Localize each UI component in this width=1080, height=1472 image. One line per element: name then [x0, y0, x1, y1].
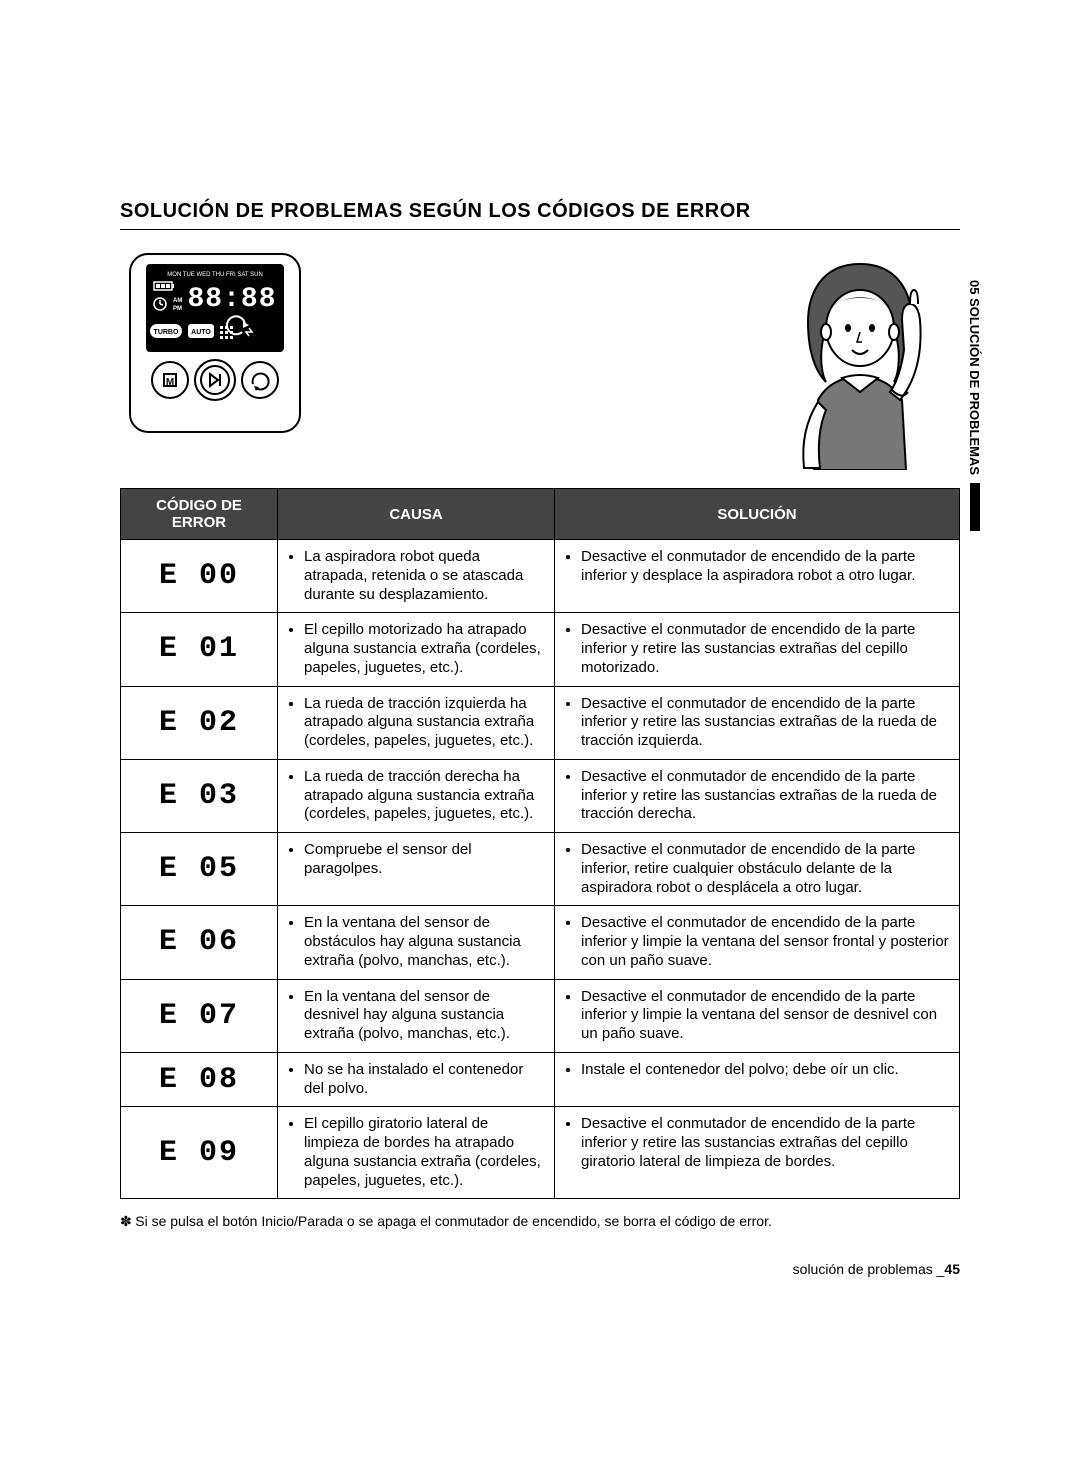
solution-text: Desactive el conmutador de encendido de …	[581, 841, 951, 897]
error-code-cell: E 07	[121, 979, 278, 1052]
error-code-cell: E 03	[121, 759, 278, 832]
svg-text:AUTO: AUTO	[191, 329, 211, 336]
error-code-cell: E 02	[121, 686, 278, 759]
svg-text:M: M	[166, 377, 174, 388]
footnote-symbol: ✽	[120, 1215, 135, 1230]
cause-text: En la ventana del sensor de desnivel hay…	[304, 988, 546, 1044]
svg-text:88:88: 88:88	[187, 284, 276, 315]
error-code-display: E 05	[159, 852, 239, 886]
solution-cell: Desactive el conmutador de encendido de …	[555, 979, 960, 1052]
solution-cell: Desactive el conmutador de encendido de …	[555, 686, 960, 759]
table-row: E 09 El cepillo giratorio lateral de limp…	[121, 1107, 960, 1199]
table-row: E 00 La aspiradora robot queda atrapada, …	[121, 540, 960, 613]
svg-text:TURBO: TURBO	[154, 329, 179, 336]
cause-text: La rueda de tracción izquierda ha atrapa…	[304, 695, 546, 751]
side-tab-label: 05 SOLUCIÓN DE PROBLEMAS	[967, 280, 982, 475]
solution-cell: Desactive el conmutador de encendido de …	[555, 833, 960, 906]
error-code-display: E 08	[159, 1063, 239, 1097]
error-codes-table: CÓDIGO DE ERROR CAUSA SOLUCIÓN E 00 La as…	[120, 488, 960, 1199]
cause-cell: La rueda de tracción izquierda ha atrapa…	[278, 686, 555, 759]
cause-cell: El cepillo giratorio lateral de limpieza…	[278, 1107, 555, 1199]
error-code-display: E 09	[159, 1136, 239, 1170]
solution-cell: Instale el contenedor del polvo; debe oí…	[555, 1052, 960, 1107]
solution-text: Desactive el conmutador de encendido de …	[581, 1115, 951, 1171]
cause-text: En la ventana del sensor de obstáculos h…	[304, 914, 546, 970]
device-display-illustration: MON TUE WED THU FRI SAT SUN AM PM 88:88 …	[120, 250, 310, 440]
table-row: E 05 Compruebe el sensor del paragolpes. D…	[121, 833, 960, 906]
table-row: E 08 No se ha instalado el contenedor del…	[121, 1052, 960, 1107]
th-code: CÓDIGO DE ERROR	[121, 489, 278, 540]
error-code-cell: E 08	[121, 1052, 278, 1107]
error-code-display: E 02	[159, 706, 239, 740]
table-row: E 07 En la ventana del sensor de desnivel…	[121, 979, 960, 1052]
side-tab-bar	[970, 483, 980, 531]
error-code-cell: E 05	[121, 833, 278, 906]
cause-cell: La aspiradora robot queda atrapada, rete…	[278, 540, 555, 613]
error-code-cell: E 00	[121, 540, 278, 613]
svg-text:AM: AM	[173, 298, 182, 304]
person-illustration	[760, 250, 960, 470]
solution-text: Desactive el conmutador de encendido de …	[581, 914, 951, 970]
page-footer: solución de problemas _45	[120, 1261, 960, 1277]
error-code-display: E 06	[159, 925, 239, 959]
cause-text: El cepillo giratorio lateral de limpieza…	[304, 1115, 546, 1190]
cause-cell: La rueda de tracción derecha ha atrapado…	[278, 759, 555, 832]
solution-cell: Desactive el conmutador de encendido de …	[555, 759, 960, 832]
footnote-text: Si se pulsa el botón Inicio/Parada o se …	[135, 1213, 772, 1229]
cause-text: La aspiradora robot queda atrapada, rete…	[304, 548, 546, 604]
footer-page-number: 45	[944, 1261, 960, 1277]
table-row: E 03 La rueda de tracción derecha ha atra…	[121, 759, 960, 832]
footer-text: solución de problemas _	[793, 1261, 945, 1277]
solution-text: Desactive el conmutador de encendido de …	[581, 695, 951, 751]
cause-cell: En la ventana del sensor de obstáculos h…	[278, 906, 555, 979]
cause-cell: Compruebe el sensor del paragolpes.	[278, 833, 555, 906]
footnote: ✽ Si se pulsa el botón Inicio/Parada o s…	[120, 1213, 960, 1231]
svg-text:PM: PM	[173, 306, 182, 312]
table-row: E 06 En la ventana del sensor de obstácul…	[121, 906, 960, 979]
error-code-display: E 03	[159, 779, 239, 813]
solution-text: Instale el contenedor del polvo; debe oí…	[581, 1061, 951, 1080]
cause-cell: En la ventana del sensor de desnivel hay…	[278, 979, 555, 1052]
error-code-display: E 07	[159, 999, 239, 1033]
display-days: MON TUE WED THU FRI SAT SUN	[167, 272, 263, 278]
section-side-tab: 05 SOLUCIÓN DE PROBLEMAS	[967, 280, 982, 531]
solution-cell: Desactive el conmutador de encendido de …	[555, 906, 960, 979]
error-code-cell: E 06	[121, 906, 278, 979]
solution-text: Desactive el conmutador de encendido de …	[581, 621, 951, 677]
solution-text: Desactive el conmutador de encendido de …	[581, 988, 951, 1044]
top-illustrations: MON TUE WED THU FRI SAT SUN AM PM 88:88 …	[120, 250, 960, 470]
page-heading: SOLUCIÓN DE PROBLEMAS SEGÚN LOS CÓDIGOS …	[120, 200, 960, 230]
cause-text: El cepillo motorizado ha atrapado alguna…	[304, 621, 546, 677]
cause-text: Compruebe el sensor del paragolpes.	[304, 841, 546, 879]
table-row: E 02 La rueda de tracción izquierda ha at…	[121, 686, 960, 759]
error-code-cell: E 01	[121, 613, 278, 686]
table-row: E 01 El cepillo motorizado ha atrapado al…	[121, 613, 960, 686]
solution-text: Desactive el conmutador de encendido de …	[581, 768, 951, 824]
solution-text: Desactive el conmutador de encendido de …	[581, 548, 951, 586]
solution-cell: Desactive el conmutador de encendido de …	[555, 1107, 960, 1199]
solution-cell: Desactive el conmutador de encendido de …	[555, 540, 960, 613]
cause-cell: No se ha instalado el contenedor del pol…	[278, 1052, 555, 1107]
th-cause: CAUSA	[278, 489, 555, 540]
cause-text: La rueda de tracción derecha ha atrapado…	[304, 768, 546, 824]
cause-cell: El cepillo motorizado ha atrapado alguna…	[278, 613, 555, 686]
th-solution: SOLUCIÓN	[555, 489, 960, 540]
solution-cell: Desactive el conmutador de encendido de …	[555, 613, 960, 686]
error-code-cell: E 09	[121, 1107, 278, 1199]
error-code-display: E 01	[159, 632, 239, 666]
cause-text: No se ha instalado el contenedor del pol…	[304, 1061, 546, 1099]
error-code-display: E 00	[159, 559, 239, 593]
